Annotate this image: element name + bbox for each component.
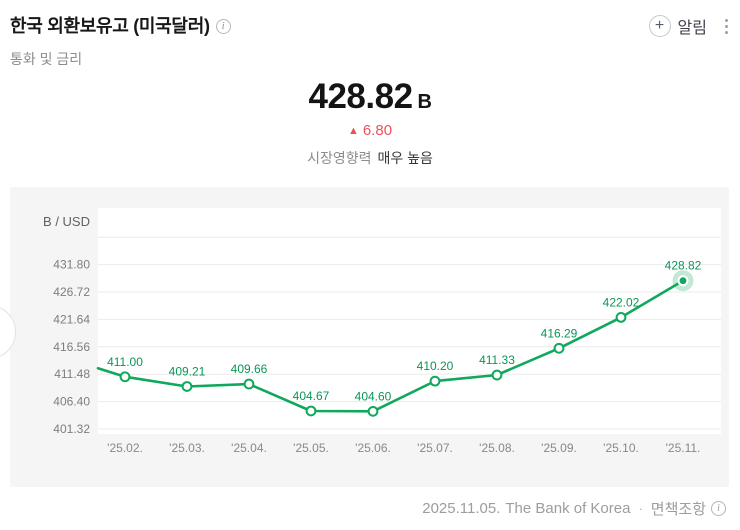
- footer-source: The Bank of Korea: [505, 500, 631, 517]
- disclaimer-info-icon[interactable]: i: [711, 501, 726, 516]
- data-point-label: 416.29: [541, 326, 578, 340]
- y-axis-label: 426.72: [53, 285, 90, 299]
- x-axis-label: '25.05.: [293, 441, 329, 455]
- impact-label: 시장영향력: [307, 150, 372, 166]
- quote-section: 428.82 B ▲ 6.80 시장영향력 매우 높음: [0, 79, 740, 168]
- value-unit: B: [417, 91, 432, 113]
- info-icon-glyph: i: [221, 20, 225, 32]
- data-point-label: 411.33: [479, 353, 515, 367]
- x-axis-label: '25.08.: [479, 441, 515, 455]
- data-point-label: 411.00: [107, 355, 143, 369]
- data-point[interactable]: [491, 369, 503, 381]
- chart-panel: B / USD 431.80 426.72 421.64 416.56 411.48 406…: [10, 187, 729, 487]
- plot-area: [98, 208, 721, 434]
- kebab-menu-icon: [725, 18, 728, 34]
- current-value: 428.82: [308, 77, 413, 116]
- data-point-label: 409.66: [231, 362, 268, 376]
- impact-row: 시장영향력 매우 높음: [0, 148, 740, 168]
- data-point[interactable]: [181, 381, 193, 392]
- current-value-row: 428.82 B: [0, 79, 740, 114]
- data-point[interactable]: [119, 371, 131, 383]
- data-point[interactable]: [305, 405, 317, 417]
- x-axis-label: '25.10.: [603, 441, 639, 455]
- data-point-label: 404.67: [293, 389, 330, 403]
- y-axis-label: 411.48: [54, 367, 90, 381]
- data-point-label: 410.20: [417, 359, 454, 373]
- x-axis-label: '25.11.: [666, 441, 701, 455]
- up-arrow-icon: ▲: [347, 125, 359, 137]
- more-menu-button[interactable]: [721, 17, 732, 36]
- data-point-label: 428.82: [665, 259, 702, 273]
- y-axis-label: 416.56: [53, 340, 90, 354]
- data-point[interactable]: [367, 405, 379, 417]
- data-point[interactable]: [553, 342, 565, 354]
- data-point-label: 422.02: [603, 295, 640, 309]
- x-axis-label: '25.04.: [231, 441, 267, 455]
- disclaimer-link[interactable]: 면책조항: [650, 501, 706, 518]
- data-point-label: 409.21: [169, 364, 206, 378]
- y-axis-label: 431.80: [53, 258, 90, 272]
- footer-date: 2025.11.05.: [422, 500, 501, 517]
- x-axis-label: '25.03.: [169, 441, 205, 455]
- x-axis-label: '25.06.: [355, 441, 391, 455]
- impact-value: 매우 높음: [377, 150, 433, 166]
- alert-button-label: 알림: [677, 20, 707, 37]
- plus-icon: +: [648, 15, 671, 37]
- line-chart: B / USD 431.80 426.72 421.64 416.56 411.48 406…: [43, 208, 721, 455]
- header-actions: + 알림: [648, 14, 732, 38]
- x-axis-label: '25.07.: [417, 441, 453, 455]
- x-axis-label: '25.09.: [541, 441, 577, 455]
- data-point[interactable]: [679, 277, 687, 285]
- axis-unit-label: B / USD: [43, 214, 90, 229]
- footer: 2025.11.05. The Bank of Korea · 면책조항 i: [422, 498, 726, 519]
- x-axis-label: '25.02.: [107, 441, 143, 455]
- page-title: 한국 외환보유고 (미국달러): [10, 16, 210, 36]
- change-value: 6.80: [362, 122, 393, 139]
- change-row: ▲ 6.80: [0, 122, 740, 139]
- y-axis-label: 421.64: [53, 312, 90, 326]
- header: 한국 외환보유고 (미국달러) i + 알림 통화 및 금리: [10, 14, 732, 69]
- data-point-label: 404.60: [355, 389, 392, 403]
- alert-button[interactable]: + 알림: [648, 14, 707, 38]
- separator-dot: ·: [638, 501, 643, 516]
- y-axis-label: 406.40: [53, 395, 90, 409]
- data-point[interactable]: [615, 311, 627, 323]
- data-point[interactable]: [243, 378, 255, 390]
- title-row: 한국 외환보유고 (미국달러) i + 알림: [10, 14, 732, 38]
- data-point[interactable]: [429, 375, 441, 387]
- disclaimer-info-glyph: i: [717, 503, 720, 514]
- y-axis-label: 401.32: [53, 422, 90, 436]
- category-label: 통화 및 금리: [10, 51, 83, 67]
- info-icon[interactable]: i: [215, 18, 231, 34]
